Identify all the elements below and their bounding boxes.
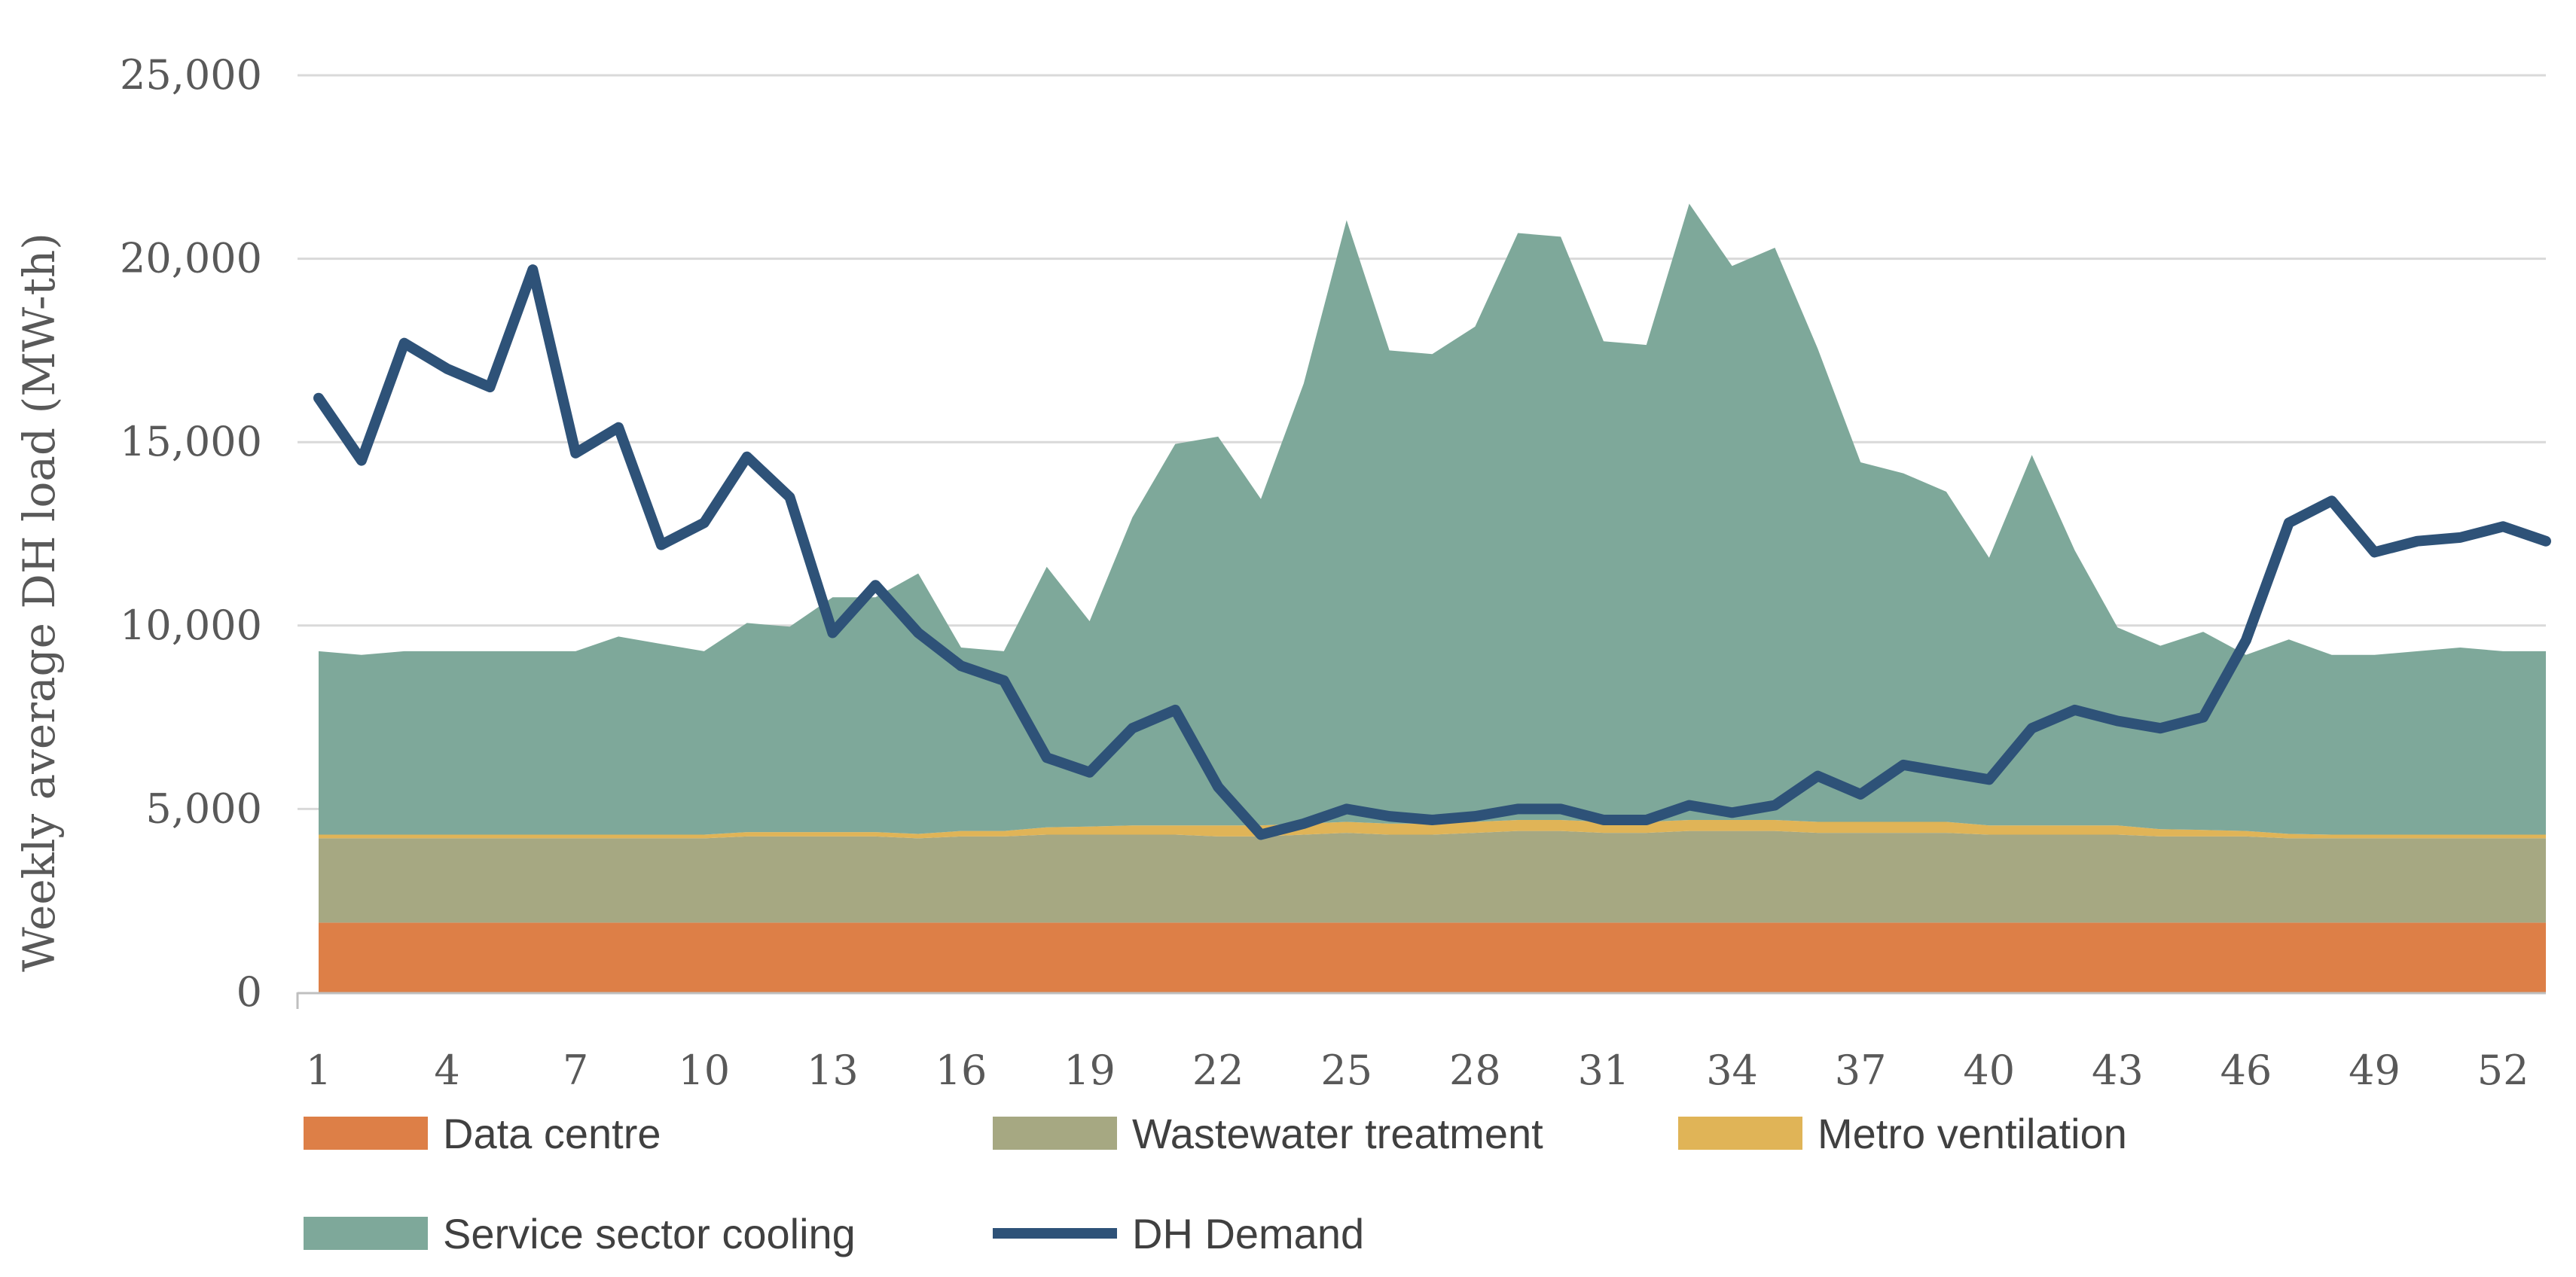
area-wastewater-treatment [319, 831, 2546, 923]
x-tick-label: 37 [1835, 1047, 1887, 1094]
y-tick-label: 15,000 [120, 418, 262, 465]
x-tick-label: 34 [1706, 1047, 1758, 1094]
y-tick-label: 10,000 [120, 602, 262, 649]
line-series [313, 264, 2551, 840]
area-data-centre [319, 922, 2546, 992]
area-service-sector-cooling [319, 203, 2546, 835]
x-tick-label: 19 [1064, 1047, 1116, 1094]
axes [296, 992, 2546, 1009]
x-tick-label: 4 [434, 1047, 459, 1094]
x-tick-label: 7 [563, 1047, 588, 1094]
legend-label-service-sector-cooling: Service sector cooling [443, 1210, 856, 1257]
x-tick-label: 22 [1192, 1047, 1244, 1094]
y-tick-label: 20,000 [120, 235, 262, 282]
legend-swatch-wastewater-treatment [993, 1117, 1117, 1150]
legend-label-metro-ventilation: Metro ventilation [1818, 1110, 2127, 1157]
x-tick-label: 43 [2092, 1047, 2144, 1094]
area-metro-ventilation [319, 820, 2546, 839]
x-axis-ticks: 1 4 7 10 13 16 19 22 25 28 31 34 37 40 43 46 49 52 [306, 1047, 2529, 1094]
legend: Data centre Wastewater treatment Metro ven… [304, 1110, 2127, 1257]
x-tick-label: 1 [306, 1047, 331, 1094]
x-tick-label: 10 [678, 1047, 730, 1094]
stacked-areas [319, 203, 2546, 992]
y-axis-ticks: 0 5,000 10,000 15,000 20,000 25,000 [120, 51, 262, 1016]
x-tick-label: 49 [2349, 1047, 2401, 1094]
legend-swatch-service-sector-cooling [304, 1217, 428, 1250]
x-tick-label: 16 [935, 1047, 987, 1094]
legend-label-wastewater-treatment: Wastewater treatment [1132, 1110, 1543, 1157]
line-dh-demand [313, 264, 2551, 840]
y-tick-label: 5,000 [145, 785, 262, 832]
x-tick-label: 28 [1449, 1047, 1501, 1094]
x-tick-label: 52 [2477, 1047, 2529, 1094]
x-tick-label: 46 [2220, 1047, 2272, 1094]
legend-swatch-metro-ventilation [1678, 1117, 1802, 1150]
legend-label-dh-demand: DH Demand [1132, 1210, 1364, 1257]
x-tick-label: 13 [807, 1047, 859, 1094]
x-tick-label: 40 [1963, 1047, 2015, 1094]
legend-label-data-centre: Data centre [443, 1110, 661, 1157]
y-tick-label: 25,000 [120, 51, 262, 99]
y-axis-label: Weekly average DH load (MW-th) [14, 233, 65, 972]
x-tick-label: 31 [1578, 1047, 1630, 1094]
legend-swatch-data-centre [304, 1117, 428, 1150]
x-tick-label: 25 [1320, 1047, 1372, 1094]
y-tick-label: 0 [237, 968, 262, 1016]
